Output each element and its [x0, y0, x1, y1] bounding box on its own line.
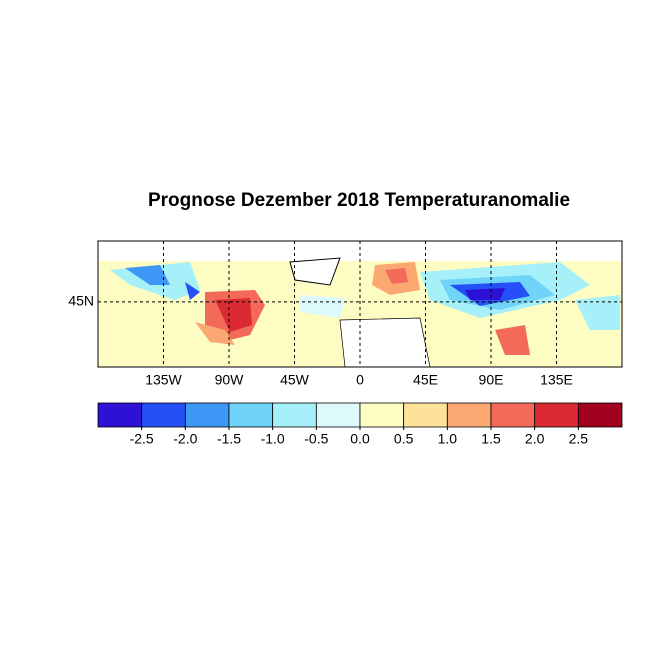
colorbar-label: 2.5 — [569, 431, 589, 447]
color-swatch — [577, 402, 623, 428]
colorbar-label: -0.5 — [304, 431, 328, 447]
colorbar-label: -2.5 — [130, 431, 154, 447]
y-tick-label: 45N — [68, 293, 94, 309]
region — [495, 325, 530, 355]
region — [185, 282, 200, 300]
colorbar-label: 1.0 — [438, 431, 458, 447]
colorbar-label: 2.0 — [525, 431, 545, 447]
africa — [339, 317, 431, 367]
region — [215, 298, 252, 332]
x-tick-label: 135W — [145, 372, 182, 388]
x-tick-label: 135E — [540, 372, 573, 388]
colorbar-label: -1.0 — [261, 431, 285, 447]
color-swatch — [403, 402, 448, 428]
map-frame — [97, 240, 623, 368]
color-swatch — [446, 402, 492, 428]
colorbar-label: 1.5 — [481, 431, 501, 447]
colorbar-label: -2.0 — [173, 431, 197, 447]
color-swatch — [184, 402, 230, 428]
x-tick-label: 90W — [215, 372, 245, 388]
x-tick-label: 45E — [413, 372, 438, 388]
title: Prognose Dezember 2018 Temperaturanomali… — [148, 190, 570, 211]
colorbar-label: 0.5 — [394, 431, 414, 447]
colorbar-label: 0.0 — [350, 431, 370, 447]
region — [195, 322, 235, 345]
color-swatch — [272, 402, 317, 428]
color-swatch — [490, 402, 536, 428]
color-swatch — [141, 402, 186, 428]
color-swatch — [315, 402, 361, 428]
region — [465, 288, 505, 300]
color-swatch — [228, 402, 274, 428]
region — [575, 295, 620, 330]
graticule — [98, 241, 622, 367]
x-tick-label: 45W — [280, 372, 310, 388]
region — [125, 265, 170, 285]
x-tick-label: 90E — [479, 372, 504, 388]
color-swatch — [359, 402, 405, 428]
colorbar: -2.5 -2.0 -1.5 -1.0 -0.5 0.0 0.5 1.0 1.5 2.0 2.5 — [97, 402, 623, 447]
color-swatch — [534, 402, 579, 428]
x-tick-label: 0 — [356, 372, 364, 388]
color-swatch — [97, 402, 143, 428]
greenland — [289, 257, 341, 286]
region — [300, 295, 345, 318]
region — [385, 268, 408, 284]
colorbar-label: -1.5 — [217, 431, 241, 447]
